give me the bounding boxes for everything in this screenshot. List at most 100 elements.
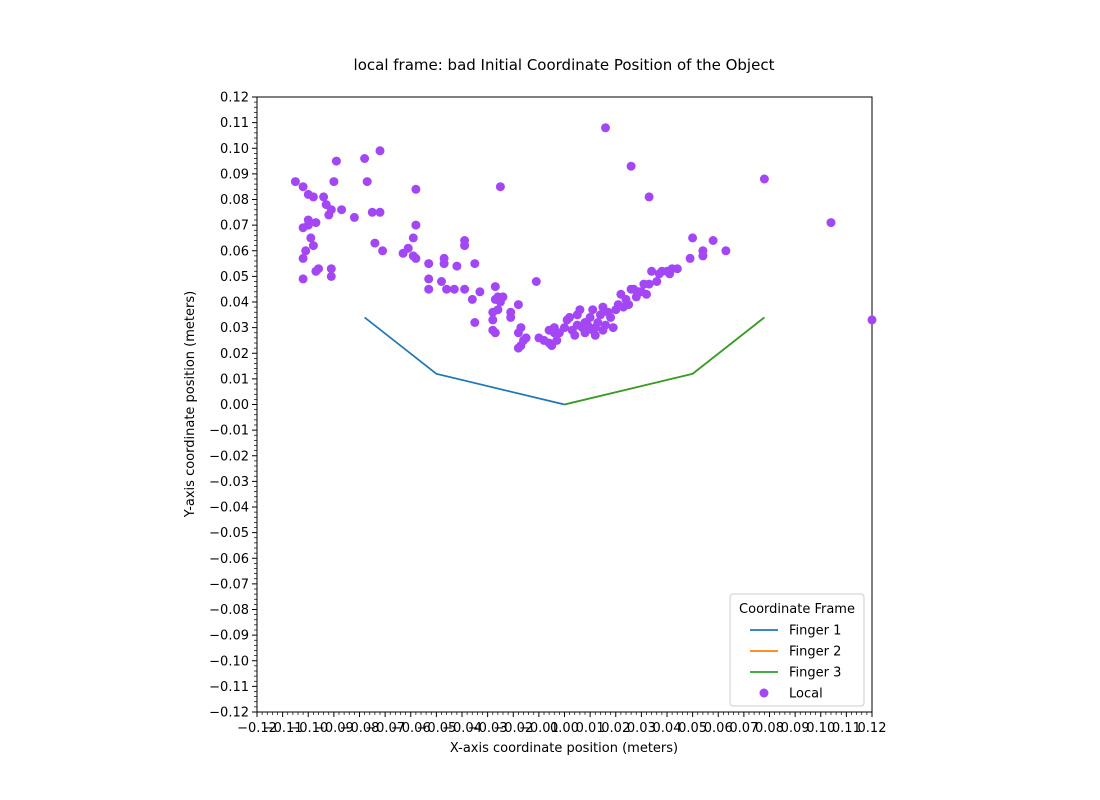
x-tick-label: −0.05 xyxy=(416,721,456,736)
local-point xyxy=(470,318,480,327)
legend-title: Coordinate Frame xyxy=(739,602,855,617)
local-point xyxy=(644,192,654,202)
local-point xyxy=(580,318,590,327)
x-tick-label: 0.12 xyxy=(858,721,887,736)
local-point xyxy=(595,310,605,320)
x-tick-label: 0.09 xyxy=(781,721,810,736)
y-tick-label: 0.08 xyxy=(220,193,249,208)
local-point xyxy=(375,146,385,156)
local-point xyxy=(552,335,562,345)
local-point xyxy=(565,312,575,322)
local-point xyxy=(306,233,316,243)
local-point xyxy=(642,289,651,299)
local-point xyxy=(326,264,336,274)
local-point xyxy=(593,318,603,327)
finger-lines xyxy=(364,316,765,406)
x-tick-label: −0.10 xyxy=(288,721,328,736)
local-point xyxy=(521,333,531,343)
local-point xyxy=(626,161,636,171)
y-tick-label: 0.05 xyxy=(220,270,249,285)
local-point xyxy=(324,210,334,220)
y-tick-label: −0.06 xyxy=(209,552,249,567)
y-tick-label: −0.09 xyxy=(209,629,249,644)
local-point xyxy=(460,236,470,245)
x-axis: −0.12−0.11−0.10−0.09−0.08−0.07−0.06−0.05… xyxy=(237,712,886,736)
local-point xyxy=(708,236,718,245)
legend-swatch-marker xyxy=(759,688,769,698)
local-point xyxy=(298,253,308,263)
y-tick-label: −0.03 xyxy=(209,475,249,490)
local-point xyxy=(652,277,662,286)
y-tick-label: 0.09 xyxy=(220,167,249,182)
local-point xyxy=(490,328,500,338)
local-point xyxy=(303,220,313,230)
local-point xyxy=(531,277,541,286)
y-tick-label: 0.11 xyxy=(220,116,249,131)
y-tick-label: −0.02 xyxy=(209,449,249,464)
y-axis: 0.12 0.11 0.10 0.09 0.08 0.07 0.06 0.05 0.04 0.03… xyxy=(209,91,257,721)
x-tick-label: 0.10 xyxy=(806,721,835,736)
local-point xyxy=(490,282,500,292)
y-tick-label: 0.12 xyxy=(220,91,249,106)
local-point xyxy=(698,246,708,256)
local-point xyxy=(367,207,377,217)
local-point xyxy=(314,264,323,274)
local-point xyxy=(647,266,657,276)
x-tick-label: −0.07 xyxy=(365,721,405,736)
local-point xyxy=(488,315,498,325)
x-tick-label: −0.03 xyxy=(468,721,508,736)
chart-title: local frame: bad Initial Coordinate Posi… xyxy=(354,56,775,74)
local-point xyxy=(449,284,459,294)
x-tick-label: 0.01 xyxy=(576,721,605,736)
local-point xyxy=(337,205,347,215)
y-tick-label: 0.07 xyxy=(220,219,249,234)
local-point xyxy=(759,174,769,184)
local-point xyxy=(439,259,449,269)
x-tick-label: 0.07 xyxy=(729,721,758,736)
legend-entry-label: Finger 1 xyxy=(789,624,841,639)
local-point xyxy=(513,300,523,310)
finger-3-line xyxy=(564,316,765,406)
local-point xyxy=(331,156,341,166)
legend: Coordinate Frame Finger 1 Finger 2 Finger … xyxy=(729,593,865,707)
local-point xyxy=(475,287,485,297)
legend-entry-label: Local xyxy=(789,687,823,702)
y-tick-label: 0.06 xyxy=(220,244,249,259)
local-point xyxy=(411,184,421,194)
local-point xyxy=(408,233,418,243)
x-tick-label: −0.08 xyxy=(340,721,380,736)
x-tick-label: 0.06 xyxy=(704,721,733,736)
y-tick-label: −0.08 xyxy=(209,603,249,618)
x-tick-label: 0.05 xyxy=(678,721,707,736)
x-tick-label: −0.09 xyxy=(314,721,354,736)
x-tick-label: −0.12 xyxy=(237,721,277,736)
local-point xyxy=(308,241,318,251)
local-point xyxy=(470,259,480,269)
local-point xyxy=(424,284,434,294)
local-point xyxy=(598,325,608,335)
y-tick-label: −0.12 xyxy=(209,706,249,721)
local-point xyxy=(495,182,505,192)
local-point xyxy=(360,154,370,163)
local-point xyxy=(298,182,308,192)
local-point xyxy=(672,264,682,274)
local-point xyxy=(326,271,336,281)
local-point xyxy=(606,312,616,322)
x-tick-label: −0.06 xyxy=(391,721,431,736)
local-point xyxy=(411,253,421,263)
legend-entry-label: Finger 2 xyxy=(789,645,841,660)
local-point xyxy=(644,279,654,289)
x-tick-label: 0.00 xyxy=(550,721,579,736)
local-point xyxy=(601,123,610,133)
local-point xyxy=(370,238,380,248)
local-point xyxy=(506,312,516,322)
y-tick-label: −0.07 xyxy=(209,577,249,592)
local-point xyxy=(570,330,580,340)
y-tick-label: −0.10 xyxy=(209,654,249,669)
local-point xyxy=(308,192,318,202)
x-tick-label: −0.11 xyxy=(263,721,303,736)
local-point xyxy=(624,300,634,310)
y-tick-label: 0.00 xyxy=(220,398,249,413)
x-tick-label: −0.01 xyxy=(519,721,559,736)
local-point xyxy=(688,233,698,243)
